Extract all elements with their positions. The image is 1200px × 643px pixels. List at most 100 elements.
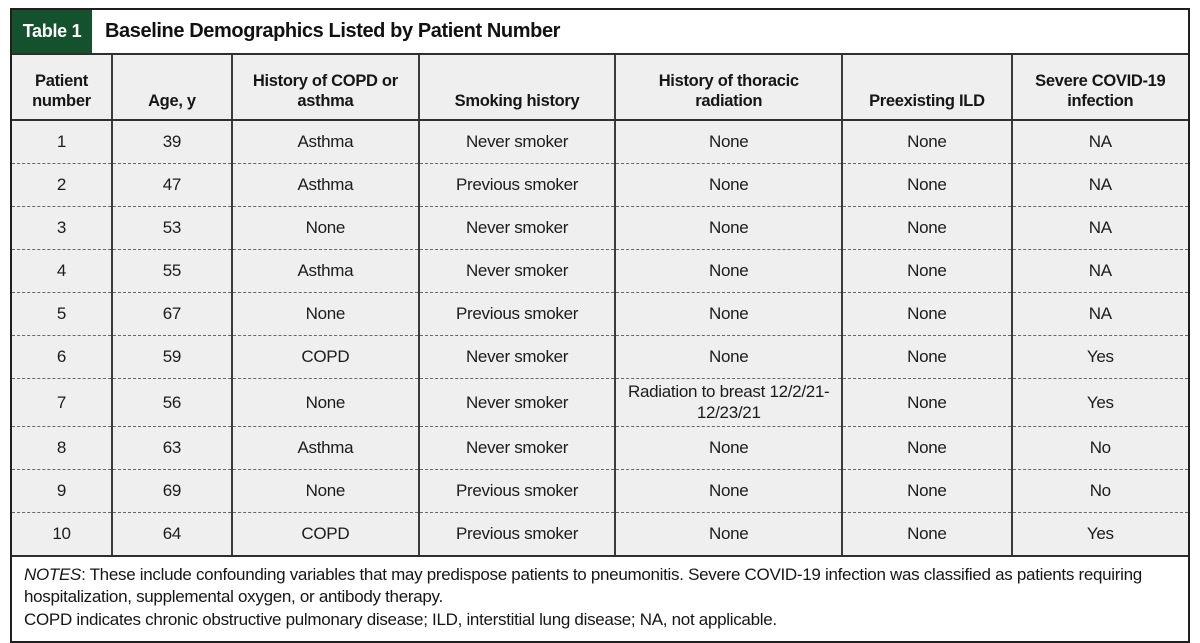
table-cell: Never smoker [417, 206, 616, 250]
table-cell: Asthma [230, 425, 419, 469]
table-cell: None [841, 335, 1012, 379]
table-cell: 47 [110, 163, 232, 207]
table-cell: Asthma [230, 249, 419, 293]
table-cell: 56 [110, 378, 232, 426]
table-row: 9 69 None Previous smoker None None No [12, 468, 1188, 512]
table-cell: 53 [110, 206, 232, 250]
table-cell: None [614, 120, 843, 164]
table-cell: Yes [1010, 378, 1188, 426]
table-cell: None [841, 292, 1012, 336]
table-cell: None [614, 249, 843, 293]
table-row: 10 64 COPD Previous smoker None None Yes [12, 511, 1188, 555]
column-header-smoking-history: Smoking history [417, 55, 616, 121]
table-cell: Never smoker [417, 335, 616, 379]
table-cell: None [841, 249, 1012, 293]
column-header-copd-asthma: History of COPD or asthma [230, 55, 419, 121]
table-body: 1 39 Asthma Never smoker None None NA 2 47 Asthma… [12, 120, 1188, 555]
table-cell: 5 [12, 292, 112, 336]
table-cell: None [230, 378, 419, 426]
table-cell: Never smoker [417, 249, 616, 293]
column-header-age: Age, y [110, 55, 232, 121]
notes-section: NOTES: These include confounding variabl… [12, 554, 1188, 642]
table-cell: Previous smoker [417, 468, 616, 512]
table-cell: None [841, 120, 1012, 164]
table-cell: NA [1010, 120, 1188, 164]
table-row: 2 47 Asthma Previous smoker None None NA [12, 163, 1188, 207]
table-cell: 1 [12, 120, 112, 164]
table-cell: NA [1010, 206, 1188, 250]
table-cell: None [614, 468, 843, 512]
table-cell: 64 [110, 511, 232, 555]
table-cell: None [614, 206, 843, 250]
table-cell: No [1010, 468, 1188, 512]
table-cell: None [841, 511, 1012, 555]
table-cell: Yes [1010, 511, 1188, 555]
table-cell: Never smoker [417, 425, 616, 469]
table-row: 5 67 None Previous smoker None None NA [12, 292, 1188, 336]
table-figure: Table 1 Baseline Demographics Listed by … [10, 8, 1190, 643]
table-header-row: Patient number Age, y History of COPD or… [12, 55, 1188, 121]
table-cell: Asthma [230, 163, 419, 207]
table-cell: Radiation to breast 12/2/21-12/23/21 [614, 378, 843, 426]
table-cell: NA [1010, 292, 1188, 336]
table-cell: 2 [12, 163, 112, 207]
table-row: 6 59 COPD Never smoker None None Yes [12, 335, 1188, 379]
notes-label: NOTES [24, 564, 82, 584]
notes-text: NOTES: These include confounding variabl… [24, 564, 1176, 609]
table-cell: 69 [110, 468, 232, 512]
column-header-patient-number: Patient number [12, 55, 112, 121]
table-cell: COPD [230, 511, 419, 555]
column-header-thoracic-radiation: History of thoracic radiation [614, 55, 843, 121]
table-cell: No [1010, 425, 1188, 469]
table-row: 3 53 None Never smoker None None NA [12, 206, 1188, 250]
table-cell: None [841, 378, 1012, 426]
table-cell: Previous smoker [417, 511, 616, 555]
table-cell: Asthma [230, 120, 419, 164]
table-cell: Yes [1010, 335, 1188, 379]
table-cell: 55 [110, 249, 232, 293]
table-title-bar: Table 1 Baseline Demographics Listed by … [12, 10, 1188, 55]
demographics-table: Patient number Age, y History of COPD or… [12, 55, 1188, 555]
notes-body: : These include confounding variables th… [24, 564, 1142, 607]
table-cell: None [841, 206, 1012, 250]
table-cell: 63 [110, 425, 232, 469]
table-cell: None [230, 292, 419, 336]
table-cell: None [614, 335, 843, 379]
table-cell: 59 [110, 335, 232, 379]
table-cell: None [614, 425, 843, 469]
table-row: 4 55 Asthma Never smoker None None NA [12, 249, 1188, 293]
table-row: 8 63 Asthma Never smoker None None No [12, 425, 1188, 469]
table-cell: None [841, 163, 1012, 207]
table-cell: Never smoker [417, 120, 616, 164]
table-cell: Never smoker [417, 378, 616, 426]
table-row: 1 39 Asthma Never smoker None None NA [12, 120, 1188, 164]
table-cell: None [614, 511, 843, 555]
table-cell: Previous smoker [417, 292, 616, 336]
table-cell: 3 [12, 206, 112, 250]
table-cell: 8 [12, 425, 112, 469]
table-cell: 7 [12, 378, 112, 426]
column-header-severe-covid: Severe COVID-19 infection [1010, 55, 1188, 121]
table-cell: None [614, 292, 843, 336]
table-cell: Previous smoker [417, 163, 616, 207]
table-cell: None [230, 468, 419, 512]
table-header: Patient number Age, y History of COPD or… [12, 55, 1188, 121]
table-cell: 6 [12, 335, 112, 379]
column-header-preexisting-ild: Preexisting ILD [841, 55, 1012, 121]
table-cell: None [230, 206, 419, 250]
table-cell: NA [1010, 249, 1188, 293]
table-title: Baseline Demographics Listed by Patient … [105, 20, 561, 42]
table-number-badge: Table 1 [12, 10, 92, 53]
table-cell: NA [1010, 163, 1188, 207]
table-row: 7 56 None Never smoker Radiation to breast 1… [12, 378, 1188, 426]
table-cell: 39 [110, 120, 232, 164]
table-cell: 67 [110, 292, 232, 336]
table-cell: 9 [12, 468, 112, 512]
table-cell: None [841, 425, 1012, 469]
table-cell: 10 [12, 511, 112, 555]
table-cell: None [841, 468, 1012, 512]
notes-abbreviations: COPD indicates chronic obstructive pulmo… [24, 609, 777, 629]
table-cell: None [614, 163, 843, 207]
table-cell: COPD [230, 335, 419, 379]
table-cell: 4 [12, 249, 112, 293]
